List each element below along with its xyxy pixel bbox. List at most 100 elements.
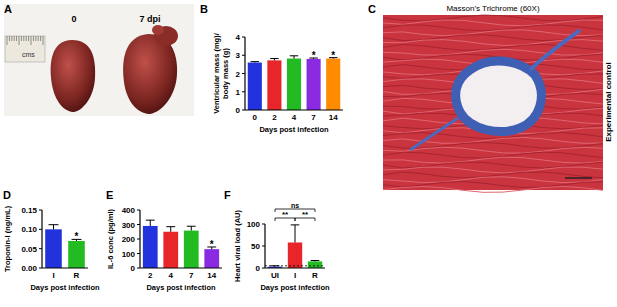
text: body mass (g) (221, 48, 230, 99)
muscle-fiber (383, 44, 603, 50)
y-tick (242, 37, 245, 38)
bar (163, 232, 178, 268)
panel-c: Masson's Trichrome (60X) Experimental con… (368, 3, 613, 192)
error-bar (187, 226, 196, 230)
text: Days post infection (260, 283, 330, 292)
text: F (224, 189, 231, 201)
atrium (152, 25, 164, 35)
y-tick (242, 110, 245, 111)
text: Masson's Trichrome (60X) (446, 4, 539, 13)
text: 7 (311, 113, 316, 122)
text: Days post infection (146, 283, 216, 292)
text: 0 (253, 113, 258, 122)
vessel (456, 61, 542, 132)
error-bar (311, 260, 320, 262)
bar (45, 229, 62, 268)
text: 2 (148, 271, 153, 280)
text: C (368, 3, 376, 15)
text: IL-6 conc (pg/ml) (106, 208, 115, 269)
bar (267, 60, 281, 110)
y-tick (242, 55, 245, 56)
text: 200 (122, 235, 136, 244)
text: 0.05 (21, 245, 37, 254)
text: ** (302, 210, 309, 219)
text: ns (291, 202, 299, 209)
text: Ventricular mass (mg)/ (212, 32, 221, 113)
ruler (5, 36, 45, 62)
collagen (410, 118, 458, 150)
marks (143, 220, 219, 268)
text: * (210, 239, 214, 250)
y-tick (39, 210, 42, 211)
text: Days post infection (259, 125, 329, 134)
ruler-tick (21, 36, 22, 41)
text: R (312, 271, 318, 280)
text: 0 (256, 264, 261, 273)
muscle-fiber (383, 15, 603, 21)
bar-chart: 010020030040024714Days post infectionIL-… (106, 189, 222, 292)
text: * (75, 231, 79, 242)
text: ** (282, 210, 289, 219)
muscle-fiber (383, 157, 603, 163)
bar (287, 59, 301, 110)
text: 2 (236, 70, 241, 79)
y-tick (137, 239, 140, 240)
ruler-tick (40, 36, 41, 41)
error-bar (251, 61, 259, 63)
bar (288, 242, 302, 268)
marks (265, 225, 325, 268)
text: 14 (207, 271, 216, 280)
y-tick (137, 268, 140, 269)
text: 300 (122, 221, 136, 230)
text: 2 (272, 113, 277, 122)
ruler-tick (35, 36, 36, 41)
error-bar (146, 220, 155, 226)
text: R (74, 271, 80, 280)
muscle-fiber (383, 167, 603, 173)
ruler-tick (7, 36, 8, 45)
text: UI (271, 271, 279, 280)
text: 400 (122, 206, 136, 215)
muscle-fiber (383, 40, 603, 46)
bar (307, 59, 321, 110)
text: 7 (189, 271, 194, 280)
y-tick (137, 253, 140, 254)
text: 100 (247, 220, 261, 229)
text: Troponin-I (ng/mL) (3, 205, 12, 272)
text: Experimental control (604, 62, 613, 142)
x-axis (265, 267, 325, 268)
muscle-fiber (383, 177, 603, 183)
muscle-fiber (383, 187, 603, 193)
muscle-fiber (383, 49, 603, 55)
bar-chart: 050100UIIRDays post infectionHeart viral… (224, 189, 330, 292)
text: Days post infection (30, 283, 100, 292)
text: 4 (236, 33, 241, 42)
ruler-tick (38, 36, 39, 41)
bar (204, 249, 219, 268)
histology-background (383, 15, 603, 190)
bar (248, 63, 262, 110)
bar (68, 241, 85, 268)
y-tick (137, 224, 140, 225)
error-bar (166, 227, 175, 232)
text: E (106, 189, 113, 201)
text: 0 (131, 264, 136, 273)
text: D (3, 189, 11, 201)
text: * (312, 50, 316, 61)
bar-chart: 01234024714Days post infectionVentricula… (200, 3, 343, 134)
text: 4 (169, 271, 174, 280)
text: 0.10 (21, 225, 37, 234)
error-bar (290, 56, 298, 59)
text: cms (22, 51, 35, 58)
text: 3 (236, 51, 241, 60)
muscle-fiber (383, 138, 603, 144)
bar (308, 261, 322, 268)
y-tick (242, 91, 245, 92)
y-tick (262, 268, 265, 269)
text: 14 (329, 113, 338, 122)
heart-control (51, 40, 96, 112)
y-tick (242, 73, 245, 74)
y-tick (39, 268, 42, 269)
text: A (4, 3, 12, 15)
marks (248, 56, 341, 110)
